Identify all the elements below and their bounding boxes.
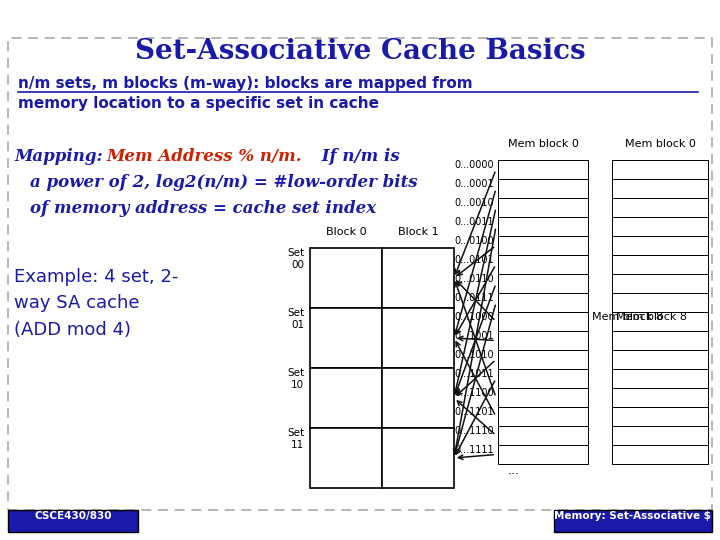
FancyBboxPatch shape xyxy=(612,331,708,350)
Text: 0...0000: 0...0000 xyxy=(454,160,494,170)
Text: memory location to a specific set in cache: memory location to a specific set in cac… xyxy=(18,96,379,111)
FancyBboxPatch shape xyxy=(554,510,712,532)
Text: Set
00: Set 00 xyxy=(287,248,304,269)
FancyBboxPatch shape xyxy=(498,293,588,312)
Text: a power of 2, log2(n/m) = #low-order bits: a power of 2, log2(n/m) = #low-order bit… xyxy=(30,174,418,191)
FancyBboxPatch shape xyxy=(612,312,708,331)
FancyBboxPatch shape xyxy=(310,248,382,308)
FancyBboxPatch shape xyxy=(498,198,588,217)
FancyBboxPatch shape xyxy=(498,179,588,198)
FancyBboxPatch shape xyxy=(498,445,588,464)
Text: Set
11: Set 11 xyxy=(287,428,304,450)
Text: 0...1000: 0...1000 xyxy=(454,312,494,322)
FancyBboxPatch shape xyxy=(612,274,708,293)
Text: Mapping:: Mapping: xyxy=(14,148,109,165)
FancyBboxPatch shape xyxy=(612,179,708,198)
FancyBboxPatch shape xyxy=(612,198,708,217)
Text: 0...0110: 0...0110 xyxy=(454,274,494,284)
Text: 0...0010: 0...0010 xyxy=(454,198,494,208)
Text: Set-Associative Cache Basics: Set-Associative Cache Basics xyxy=(135,38,585,65)
FancyBboxPatch shape xyxy=(498,236,588,255)
Text: 0...1101: 0...1101 xyxy=(454,407,494,417)
Text: Memory: Set-Associative $: Memory: Set-Associative $ xyxy=(554,511,711,521)
Text: 0...1111: 0...1111 xyxy=(454,445,494,455)
FancyBboxPatch shape xyxy=(382,248,454,308)
Text: Block 1: Block 1 xyxy=(397,227,438,237)
Text: Block 0: Block 0 xyxy=(325,227,366,237)
Text: Set
01: Set 01 xyxy=(287,308,304,329)
Text: ...: ... xyxy=(508,464,520,477)
Text: 0...1011: 0...1011 xyxy=(454,369,494,379)
FancyBboxPatch shape xyxy=(612,236,708,255)
FancyBboxPatch shape xyxy=(498,331,588,350)
Text: Mem block 8: Mem block 8 xyxy=(592,312,663,322)
FancyBboxPatch shape xyxy=(498,255,588,274)
Text: Mem block 0: Mem block 0 xyxy=(508,139,578,149)
FancyBboxPatch shape xyxy=(498,312,588,331)
FancyBboxPatch shape xyxy=(612,217,708,236)
Text: n/m sets, m blocks (m-way): blocks are mapped from: n/m sets, m blocks (m-way): blocks are m… xyxy=(18,76,472,91)
FancyBboxPatch shape xyxy=(612,293,708,312)
FancyBboxPatch shape xyxy=(382,368,454,428)
Text: 0...0001: 0...0001 xyxy=(454,179,494,189)
Text: Set
10: Set 10 xyxy=(287,368,304,389)
FancyBboxPatch shape xyxy=(498,426,588,445)
FancyBboxPatch shape xyxy=(498,350,588,369)
Text: 0...0100: 0...0100 xyxy=(454,236,494,246)
FancyBboxPatch shape xyxy=(8,510,138,532)
FancyBboxPatch shape xyxy=(310,308,382,368)
FancyBboxPatch shape xyxy=(382,428,454,488)
Text: 0...0101: 0...0101 xyxy=(454,255,494,265)
Text: 0...1010: 0...1010 xyxy=(454,350,494,360)
FancyBboxPatch shape xyxy=(612,388,708,407)
Text: Example: 4 set, 2-
way SA cache
(ADD mod 4): Example: 4 set, 2- way SA cache (ADD mod… xyxy=(14,268,179,339)
FancyBboxPatch shape xyxy=(498,369,588,388)
FancyBboxPatch shape xyxy=(612,369,708,388)
Text: Mem Address % n/m.: Mem Address % n/m. xyxy=(106,148,302,165)
FancyBboxPatch shape xyxy=(310,428,382,488)
FancyBboxPatch shape xyxy=(612,160,708,179)
FancyBboxPatch shape xyxy=(612,255,708,274)
FancyBboxPatch shape xyxy=(310,368,382,428)
FancyBboxPatch shape xyxy=(498,388,588,407)
Text: Mem block 0: Mem block 0 xyxy=(624,139,696,149)
Text: CSCE430/830: CSCE430/830 xyxy=(35,511,112,521)
FancyBboxPatch shape xyxy=(498,160,588,179)
FancyBboxPatch shape xyxy=(612,407,708,426)
Text: of memory address = cache set index: of memory address = cache set index xyxy=(30,200,376,217)
FancyBboxPatch shape xyxy=(382,308,454,368)
FancyBboxPatch shape xyxy=(612,350,708,369)
FancyBboxPatch shape xyxy=(612,445,708,464)
FancyBboxPatch shape xyxy=(498,274,588,293)
Text: 0...1100: 0...1100 xyxy=(454,388,494,398)
Text: If n/m is: If n/m is xyxy=(316,148,400,165)
Text: 0...0111: 0...0111 xyxy=(454,293,494,303)
Text: Mem block 8: Mem block 8 xyxy=(616,312,687,322)
Text: 0...0011: 0...0011 xyxy=(454,217,494,227)
Text: 0...1001: 0...1001 xyxy=(454,331,494,341)
FancyBboxPatch shape xyxy=(612,426,708,445)
FancyBboxPatch shape xyxy=(498,217,588,236)
Text: 0...1110: 0...1110 xyxy=(454,426,494,436)
FancyBboxPatch shape xyxy=(498,407,588,426)
